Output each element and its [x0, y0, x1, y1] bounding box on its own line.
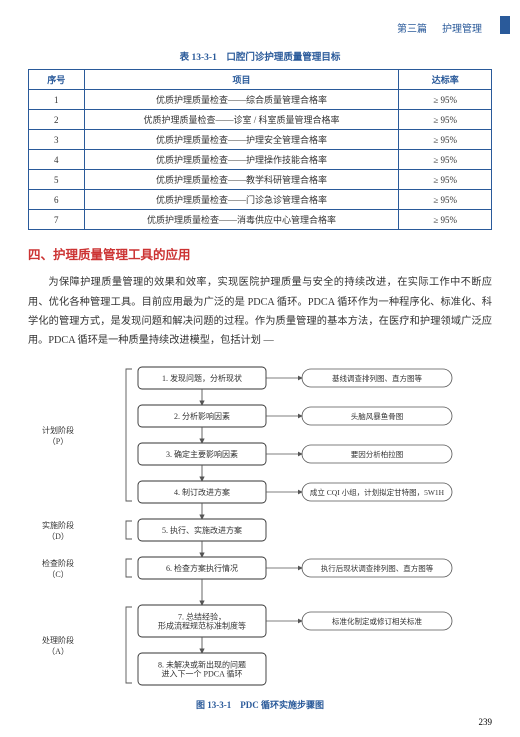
th-rate: 达标率 — [399, 70, 492, 90]
flow-node-label: 5. 执行、实施改进方案 — [162, 525, 242, 535]
side-note-label: 要因分析柏拉图 — [351, 449, 404, 459]
header-title: 护理管理 — [442, 24, 482, 35]
table-row: 1优质护理质量检查——综合质量管理合格率≥ 95% — [29, 90, 492, 110]
th-item: 项目 — [84, 70, 399, 90]
flow-node-label: 3. 确定主要影响因素 — [166, 449, 238, 459]
cell-item: 优质护理质量检查——教学科研管理合格率 — [84, 170, 399, 190]
flow-node-label: 8. 未解决或新出现的问题 — [158, 659, 246, 669]
cell-item: 优质护理质量检查——诊室 / 科室质量管理合格率 — [84, 110, 399, 130]
cell-item: 优质护理质量检查——综合质量管理合格率 — [84, 90, 399, 110]
cell-rate: ≥ 95% — [399, 190, 492, 210]
cell-item: 优质护理质量检查——护理安全管理合格率 — [84, 130, 399, 150]
quality-table: 序号 项目 达标率 1优质护理质量检查——综合质量管理合格率≥ 95%2优质护理… — [28, 69, 492, 230]
cell-seq: 1 — [29, 90, 85, 110]
cell-rate: ≥ 95% — [399, 110, 492, 130]
pdca-flowchart: 1. 发现问题，分析现状 2. 分析影响因素 3. 确定主要影响因素 4. 制订改进方… — [28, 361, 492, 694]
table-row: 5优质护理质量检查——教学科研管理合格率≥ 95% — [29, 170, 492, 190]
phase-bracket — [126, 521, 132, 539]
flow-node-label: 进入下一个 PDCA 循环 — [162, 668, 243, 678]
cell-item: 优质护理质量检查——消毒供应中心管理合格率 — [84, 210, 399, 230]
side-note-label: 头脑风暴鱼骨图 — [351, 411, 404, 421]
section-title: 四、护理质量管理工具的应用 — [28, 244, 492, 263]
table-row: 6优质护理质量检查——门诊急诊管理合格率≥ 95% — [29, 190, 492, 210]
cell-item: 优质护理质量检查——门诊急诊管理合格率 — [84, 190, 399, 210]
figure-caption: 图 13-3-1 PDC 循环实施步骤图 — [28, 698, 492, 711]
flow-node-label: 形成流程规范标准制度等 — [158, 620, 246, 630]
cell-rate: ≥ 95% — [399, 210, 492, 230]
cell-rate: ≥ 95% — [399, 90, 492, 110]
cell-rate: ≥ 95% — [399, 130, 492, 150]
flow-node-label: 2. 分析影响因素 — [174, 411, 230, 421]
cell-seq: 5 — [29, 170, 85, 190]
phase-label: 计划阶段 — [42, 425, 74, 435]
flow-node-label: 4. 制订改进方案 — [174, 487, 230, 497]
cell-seq: 6 — [29, 190, 85, 210]
phase-bracket — [126, 559, 132, 577]
cell-seq: 3 — [29, 130, 85, 150]
paragraph: 为保障护理质量管理的效果和效率，实现医院护理质量与安全的持续改进，在实际工作中不… — [28, 273, 492, 351]
flow-node-label: 1. 发现问题，分析现状 — [162, 373, 242, 383]
flow-node-label: 7. 总结经验， — [178, 611, 226, 621]
cell-rate: ≥ 95% — [399, 150, 492, 170]
side-note-label: 成立 CQI 小组，计划拟定甘特图，5W1H — [310, 487, 445, 497]
table-row: 2优质护理质量检查——诊室 / 科室质量管理合格率≥ 95% — [29, 110, 492, 130]
table-row: 4优质护理质量检查——护理操作技能合格率≥ 95% — [29, 150, 492, 170]
th-seq: 序号 — [29, 70, 85, 90]
table-caption: 表 13-3-1 口腔门诊护理质量管理目标 — [28, 49, 492, 63]
side-note-label: 标准化制定或修订相关标准 — [332, 616, 422, 626]
side-note-label: 执行后现状调查排列图、直方图等 — [321, 563, 434, 573]
cell-seq: 7 — [29, 210, 85, 230]
cell-rate: ≥ 95% — [399, 170, 492, 190]
side-note-label: 基线调查排列图、直方图等 — [332, 373, 422, 383]
phase-code: （C） — [47, 570, 68, 579]
phase-bracket — [126, 607, 132, 683]
table-row: 3优质护理质量检查——护理安全管理合格率≥ 95% — [29, 130, 492, 150]
cell-seq: 2 — [29, 110, 85, 130]
phase-code: （P） — [48, 437, 68, 446]
page-header: 第三篇 护理管理 — [28, 20, 492, 35]
flow-node-label: 6. 检查方案执行情况 — [166, 563, 238, 573]
phase-label: 实施阶段 — [42, 520, 74, 530]
phase-code: （A） — [47, 647, 69, 656]
page-number: 239 — [28, 717, 492, 727]
phase-label: 处理阶段 — [42, 635, 74, 645]
phase-code: （D） — [47, 532, 69, 541]
table-header-row: 序号 项目 达标率 — [29, 70, 492, 90]
phase-label: 检查阶段 — [42, 558, 74, 568]
table-row: 7优质护理质量检查——消毒供应中心管理合格率≥ 95% — [29, 210, 492, 230]
header-section: 第三篇 — [397, 24, 427, 35]
header-accent — [500, 16, 510, 34]
cell-item: 优质护理质量检查——护理操作技能合格率 — [84, 150, 399, 170]
phase-bracket — [126, 369, 132, 501]
cell-seq: 4 — [29, 150, 85, 170]
